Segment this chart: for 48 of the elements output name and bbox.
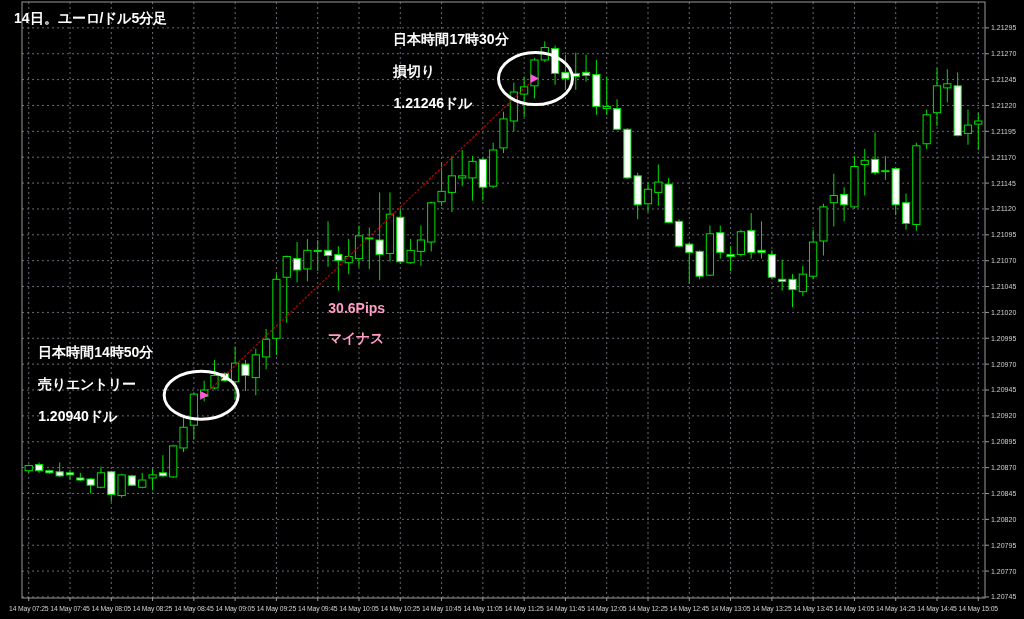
candlestick [251,348,260,396]
candlestick [612,98,622,131]
candlestick [148,468,157,491]
annotation: 1.20940ドル [38,408,118,425]
candlestick [561,54,570,91]
candlestick [643,181,653,213]
annotation: 1.21246ドル [393,94,474,111]
annotation: マイナス [328,329,385,346]
candlestick [798,265,807,297]
candlestick [726,245,735,272]
annotation: 売りエントリー [38,376,137,393]
candlestick [65,469,75,481]
candlestick [520,76,529,118]
candlestick [241,359,250,392]
candlestick [458,149,467,187]
candlestick [716,225,725,260]
candlestick [788,273,797,308]
candlestick [179,417,188,453]
candlestick [778,259,787,292]
candlestick [231,346,240,401]
candlestick [860,148,869,196]
annotation: 日本時間14時50分 [38,344,155,361]
candlestick [437,161,446,207]
text: 14日。ユーロ/ドル5分足 [14,10,168,26]
candlestick [747,212,756,260]
candlestick [870,131,880,176]
annotation: 30.6Pips [328,299,386,316]
candlestick [974,112,983,151]
candlestick [354,225,364,268]
candlestick [210,359,219,390]
candlestick [829,173,838,228]
candlestick [767,249,776,280]
annotation: 日本時間17時30分 [393,30,510,47]
candlestick [292,241,302,283]
candlestick [581,54,591,83]
candlestick [416,225,426,267]
candlestick [468,155,477,202]
candlestick [963,109,973,146]
candlestick [158,454,167,478]
candlestick [447,155,457,213]
candlestick [901,192,911,231]
candlestick [736,229,746,258]
candlestick [840,186,849,222]
candlestick [261,328,271,370]
candlestick [323,220,333,268]
candlestick [282,255,291,324]
annotation: 損切り [392,62,436,79]
candlestick [757,220,766,260]
